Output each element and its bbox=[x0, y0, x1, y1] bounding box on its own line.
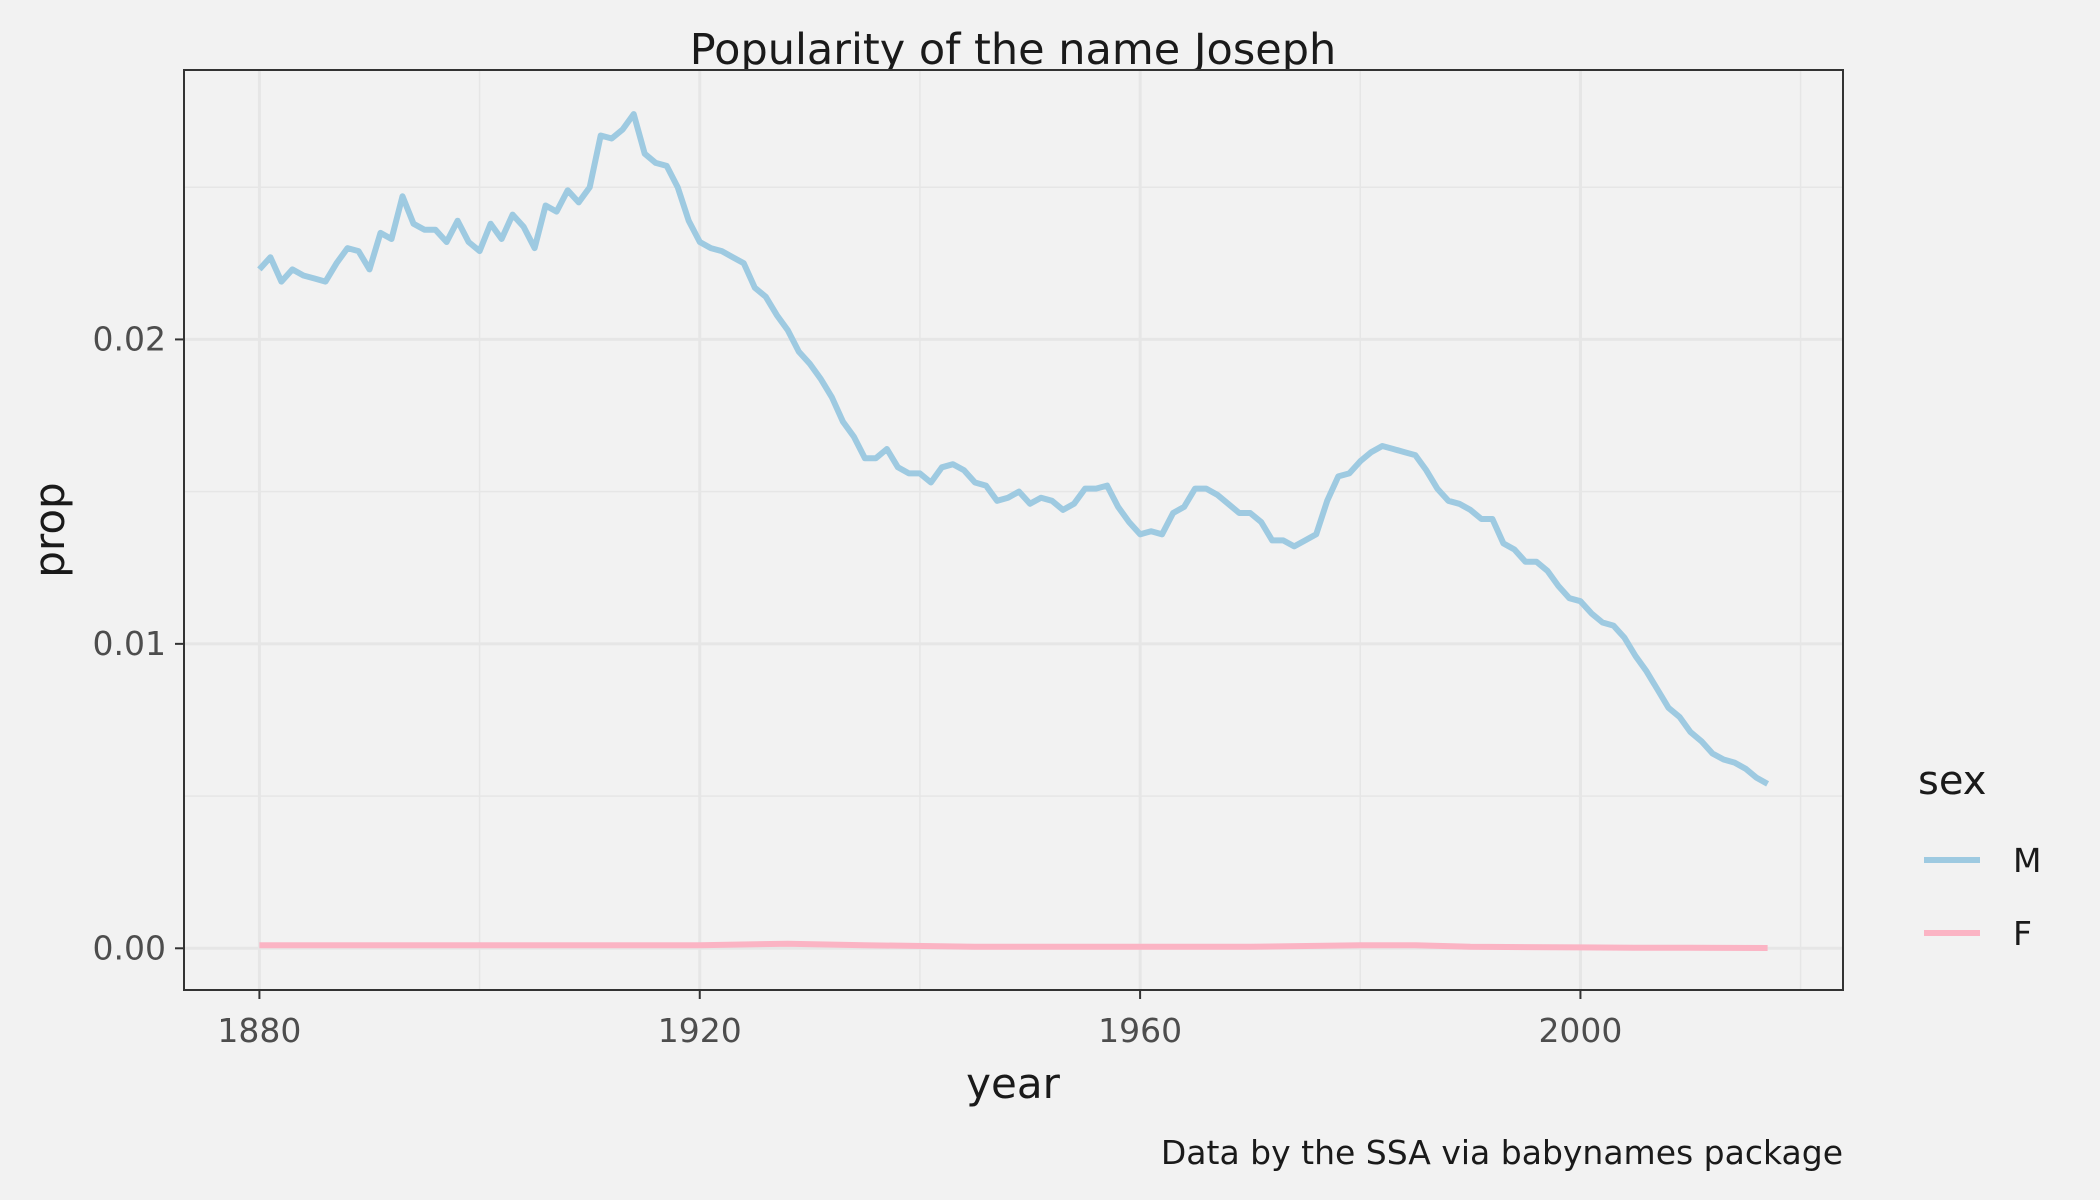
y-tick-label: 0.02 bbox=[93, 319, 166, 358]
chart-caption: Data by the SSA via babynames package bbox=[1161, 1133, 1843, 1172]
series-line-M bbox=[257, 111, 1770, 787]
plot-border bbox=[183, 69, 1844, 991]
plot-panel bbox=[184, 70, 1843, 990]
series-line-F bbox=[259, 940, 1768, 951]
y-axis-title: prop bbox=[25, 482, 74, 577]
x-tick-label: 1960 bbox=[1098, 1011, 1182, 1050]
x-axis-title: year bbox=[966, 1059, 1060, 1108]
legend-label-F: F bbox=[2013, 914, 2032, 953]
chart-title: Popularity of the name Joseph bbox=[690, 25, 1337, 75]
legend-items: MF bbox=[1924, 841, 2041, 953]
x-tick-label: 1920 bbox=[658, 1011, 742, 1050]
x-tick-label: 2000 bbox=[1538, 1011, 1622, 1050]
legend-label-M: M bbox=[2013, 841, 2041, 880]
legend: sex MF bbox=[1918, 758, 2041, 953]
legend-title: sex bbox=[1918, 758, 1986, 804]
y-tick-label: 0.00 bbox=[93, 928, 166, 967]
y-tick-label: 0.01 bbox=[93, 624, 166, 663]
series-layer bbox=[257, 111, 1770, 951]
x-tick-label: 1880 bbox=[217, 1011, 301, 1050]
axes: 1880 1920 1960 2000 0.00 0.01 0.02 bbox=[93, 319, 1623, 1050]
